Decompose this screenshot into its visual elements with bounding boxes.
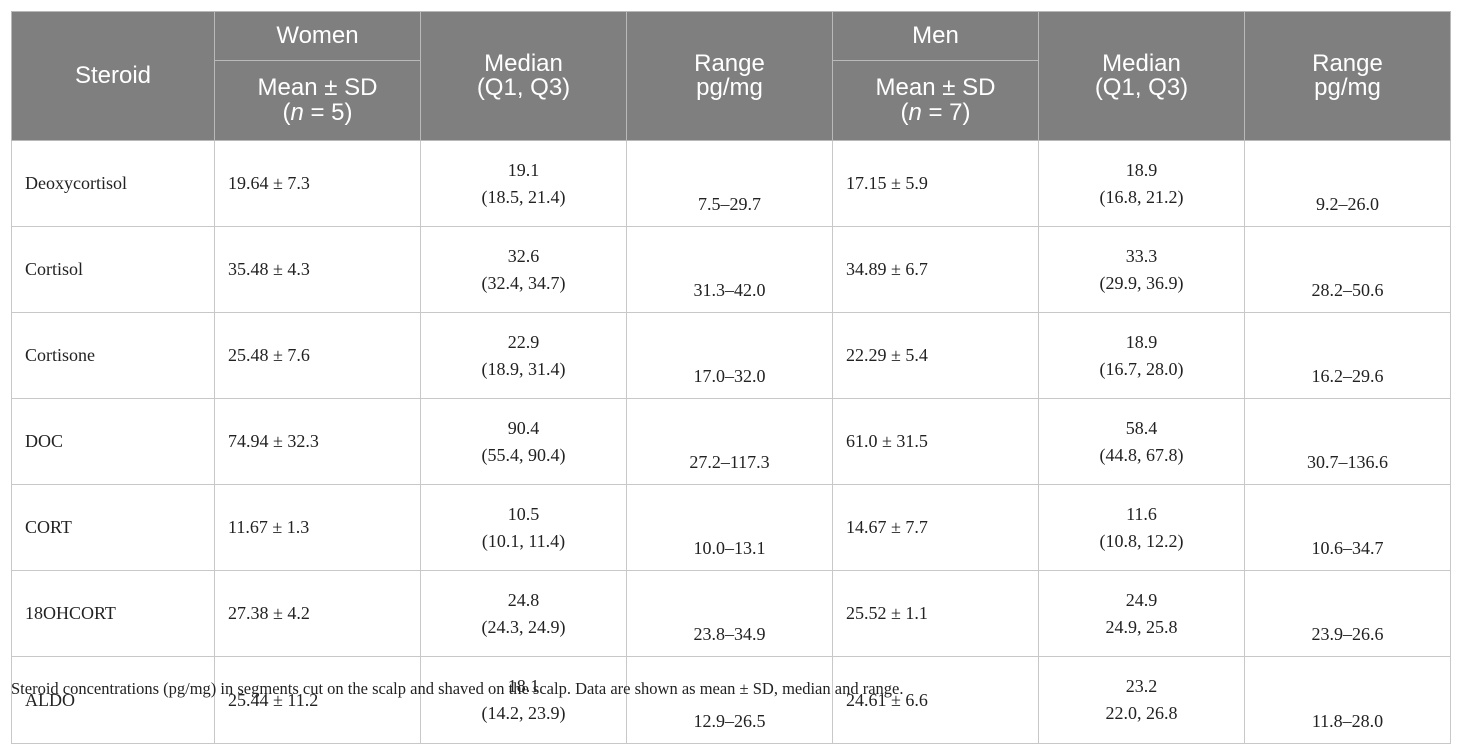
table-row: 18OHCORT 27.38 ± 4.2 24.8 (24.3, 24.9) 23.8–…: [11, 570, 1451, 657]
men-median-cell: 58.4 (44.8, 67.8): [1038, 398, 1245, 485]
men-range-cell: 10.6–34.7: [1244, 484, 1451, 571]
table-row: ALDO 25.44 ± 11.2 18.1 (14.2, 23.9) 12.9–26.…: [11, 656, 1451, 744]
range-label: Range: [1312, 49, 1383, 77]
header-women: Women: [214, 11, 421, 61]
header-women-median: Median (Q1, Q3): [420, 11, 627, 141]
steroid-name-cell: DOC: [11, 398, 215, 485]
header-women-range: Range pg/mg: [626, 11, 833, 141]
men-mean-sd-cell: 22.29 ± 5.4: [832, 312, 1039, 399]
range-unit: pg/mg: [696, 74, 763, 101]
men-range-cell: 30.7–136.6: [1244, 398, 1451, 485]
sample-size-men: (n = 7): [900, 98, 971, 126]
men-mean-sd-cell: 61.0 ± 31.5: [832, 398, 1039, 485]
women-mean-sd-cell: 11.67 ± 1.3: [214, 484, 421, 571]
women-range-cell: 27.2–117.3: [626, 398, 833, 485]
steroid-name-cell: Cortisol: [11, 226, 215, 313]
range-unit: pg/mg: [1314, 74, 1381, 101]
men-range-cell: 16.2–29.6: [1244, 312, 1451, 399]
men-mean-sd-cell: 34.89 ± 6.7: [832, 226, 1039, 313]
steroid-table-container: Steroid Women Median (Q1, Q3) Range pg/m…: [11, 11, 1451, 744]
quartile-label: (Q1, Q3): [476, 74, 571, 101]
women-mean-sd-cell: 74.94 ± 32.3: [214, 398, 421, 485]
table-row: CORT 11.67 ± 1.3 10.5 (10.1, 11.4) 10.0–13.1…: [11, 484, 1451, 571]
steroid-name-cell: 18OHCORT: [11, 570, 215, 657]
mean-sd-label: Mean ± SD: [875, 74, 996, 102]
men-range-cell: 11.8–28.0: [1244, 656, 1451, 744]
women-range-cell: 23.8–34.9: [626, 570, 833, 657]
men-range-cell: 23.9–26.6: [1244, 570, 1451, 657]
steroid-name-cell: ALDO: [11, 656, 215, 744]
women-range-cell: 7.5–29.7: [626, 140, 833, 227]
table-row: DOC 74.94 ± 32.3 90.4 (55.4, 90.4) 27.2–117.…: [11, 398, 1451, 485]
women-median-cell: 19.1 (18.5, 21.4): [420, 140, 627, 227]
mean-sd-label: Mean ± SD: [257, 74, 378, 102]
men-range-cell: 28.2–50.6: [1244, 226, 1451, 313]
header-men-median: Median (Q1, Q3): [1038, 11, 1245, 141]
men-mean-sd-cell: 24.61 ± 6.6: [832, 656, 1039, 744]
steroid-name-cell: CORT: [11, 484, 215, 571]
men-median-cell: 33.3 (29.9, 36.9): [1038, 226, 1245, 313]
median-label: Median: [1102, 49, 1181, 77]
women-mean-sd-cell: 19.64 ± 7.3: [214, 140, 421, 227]
men-mean-sd-cell: 14.67 ± 7.7: [832, 484, 1039, 571]
men-median-cell: 23.2 22.0, 26.8: [1038, 656, 1245, 744]
header-men-range: Range pg/mg: [1244, 11, 1451, 141]
women-mean-sd-cell: 27.38 ± 4.2: [214, 570, 421, 657]
men-median-cell: 11.6 (10.8, 12.2): [1038, 484, 1245, 571]
sample-size-women: (n = 5): [282, 98, 353, 126]
women-median-cell: 24.8 (24.3, 24.9): [420, 570, 627, 657]
women-median-cell: 32.6 (32.4, 34.7): [420, 226, 627, 313]
women-median-cell: 10.5 (10.1, 11.4): [420, 484, 627, 571]
table-header: Steroid Women Median (Q1, Q3) Range pg/m…: [11, 11, 1451, 141]
table-row: Deoxycortisol 19.64 ± 7.3 19.1 (18.5, 21.4)…: [11, 140, 1451, 227]
women-range-cell: 31.3–42.0: [626, 226, 833, 313]
header-men-mean: Mean ± SD (n = 7): [832, 60, 1039, 141]
table-body: Deoxycortisol 19.64 ± 7.3 19.1 (18.5, 21.4)…: [11, 140, 1451, 744]
women-mean-sd-cell: 35.48 ± 4.3: [214, 226, 421, 313]
men-median-cell: 18.9 (16.8, 21.2): [1038, 140, 1245, 227]
men-median-cell: 24.9 24.9, 25.8: [1038, 570, 1245, 657]
women-mean-sd-cell: 25.48 ± 7.6: [214, 312, 421, 399]
women-range-cell: 10.0–13.1: [626, 484, 833, 571]
men-mean-sd-cell: 25.52 ± 1.1: [832, 570, 1039, 657]
table-footnote: Steroid concentrations (pg/mg) in segmen…: [11, 679, 904, 698]
quartile-label: (Q1, Q3): [1094, 74, 1189, 101]
men-mean-sd-cell: 17.15 ± 5.9: [832, 140, 1039, 227]
men-median-cell: 18.9 (16.7, 28.0): [1038, 312, 1245, 399]
steroid-name-cell: Deoxycortisol: [11, 140, 215, 227]
women-median-cell: 18.1 (14.2, 23.9): [420, 656, 627, 744]
header-men: Men: [832, 11, 1039, 61]
range-label: Range: [694, 49, 765, 77]
men-range-cell: 9.2–26.0: [1244, 140, 1451, 227]
table-row: Cortisol 35.48 ± 4.3 32.6 (32.4, 34.7) 31.3–…: [11, 226, 1451, 313]
steroid-table: Steroid Women Median (Q1, Q3) Range pg/m…: [11, 11, 1451, 744]
table-row: Cortisone 25.48 ± 7.6 22.9 (18.9, 31.4) 17.0…: [11, 312, 1451, 399]
median-label: Median: [484, 49, 563, 77]
header-women-mean: Mean ± SD (n = 5): [214, 60, 421, 141]
women-range-cell: 17.0–32.0: [626, 312, 833, 399]
women-median-cell: 90.4 (55.4, 90.4): [420, 398, 627, 485]
women-mean-sd-cell: 25.44 ± 11.2: [214, 656, 421, 744]
header-steroid: Steroid: [11, 11, 215, 141]
steroid-name-cell: Cortisone: [11, 312, 215, 399]
women-range-cell: 12.9–26.5: [626, 656, 833, 744]
women-median-cell: 22.9 (18.9, 31.4): [420, 312, 627, 399]
